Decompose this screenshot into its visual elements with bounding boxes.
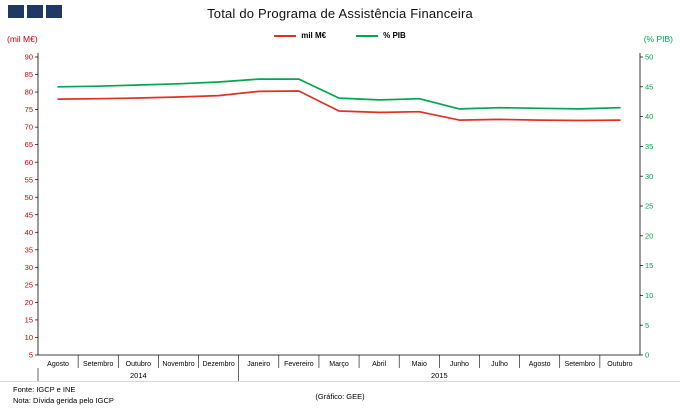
credit-note: (Gráfico: GEE) (315, 392, 365, 401)
left-axis-tick-label: 10 (25, 333, 33, 342)
left-axis-tick-label: 80 (25, 88, 33, 97)
x-axis-label: Fevereiro (284, 361, 314, 368)
left-axis-tick-label: 55 (25, 175, 33, 184)
logo (8, 5, 62, 18)
x-axis-label: Setembro (565, 361, 595, 368)
left-axis-tick-label: 65 (25, 140, 33, 149)
right-axis-tick-label: 20 (645, 231, 653, 240)
left-axis-tick-label: 50 (25, 193, 33, 202)
x-axis-label: Outubro (607, 361, 632, 368)
left-axis-tick-label: 15 (25, 316, 33, 325)
x-axis-label: Novembro (162, 361, 194, 368)
legend-marker-red-line-icon (274, 34, 297, 37)
left-axis-tick-label: 25 (25, 280, 33, 289)
left-axis-tick-label: 45 (25, 210, 33, 219)
legend-marker-green-line-icon (356, 34, 379, 37)
left-axis-tick-label: 85 (25, 70, 33, 79)
left-axis-tick-label: 20 (25, 298, 33, 307)
legend-label-mil-me: mil M€ (301, 31, 327, 40)
x-axis-label: Março (329, 361, 349, 368)
left-axis-tick-label: 30 (25, 263, 33, 272)
right-axis-tick-label: 25 (645, 202, 653, 211)
left-axis-tick-label: 75 (25, 105, 33, 114)
right-axis-tick-label: 35 (645, 142, 653, 151)
legend: mil M€ % PIB (0, 31, 680, 40)
series-line-0 (57, 90, 621, 122)
right-axis-tick-label: 15 (645, 261, 653, 270)
right-axis-tick-label: 30 (645, 172, 653, 181)
year-label: 2015 (431, 371, 448, 380)
x-axis-label: Maio (412, 361, 427, 368)
left-axis-tick-label: 60 (25, 158, 33, 167)
legend-item-mil-me: mil M€ (274, 31, 326, 40)
x-axis-label: Dezembro (202, 361, 234, 368)
x-axis-label: Janeiro (247, 361, 270, 368)
chart-title: Total do Programa de Assistência Finance… (207, 6, 473, 21)
logo-square-icon (46, 5, 62, 18)
x-axis-label: Agosto (529, 361, 551, 368)
data-note: Nota: Dívida gerida pelo IGCP (13, 395, 114, 405)
logo-square-icon (27, 5, 43, 18)
right-axis-tick-label: 0 (645, 351, 649, 360)
left-axis-tick-label: 5 (29, 351, 33, 360)
x-axis-label: Julho (491, 361, 508, 368)
footer-notes: Fonte: IGCP e INE Nota: Dívida gerida pe… (13, 385, 114, 406)
series-line-1 (57, 78, 621, 110)
footer-divider (0, 381, 680, 382)
source-note: Fonte: IGCP e INE (13, 385, 76, 394)
right-axis-tick-label: 5 (645, 321, 649, 330)
right-axis-tick-label: 10 (645, 291, 653, 300)
x-axis-label: Setembro (83, 361, 113, 368)
left-axis-tick-label: 90 (25, 53, 33, 62)
left-axis-tick-label: 35 (25, 245, 33, 254)
right-axis-tick-label: 40 (645, 112, 653, 121)
x-axis-label: Abril (372, 361, 386, 368)
right-axis-tick-label: 45 (645, 82, 653, 91)
legend-label-pct-pib: % PIB (383, 31, 406, 40)
legend-item-pct-pib: % PIB (356, 31, 406, 40)
right-axis-unit: (% PIB) (643, 34, 673, 44)
left-axis-tick-label: 70 (25, 123, 33, 132)
x-axis-label: Junho (450, 361, 469, 368)
left-axis-tick-label: 40 (25, 228, 33, 237)
year-label: 2014 (130, 371, 147, 380)
right-axis-tick-label: 50 (645, 53, 653, 62)
logo-square-icon (8, 5, 24, 18)
x-axis-label: Agosto (47, 361, 69, 368)
left-axis-unit: (mil M€) (7, 34, 38, 44)
x-axis-label: Outubro (126, 361, 151, 368)
